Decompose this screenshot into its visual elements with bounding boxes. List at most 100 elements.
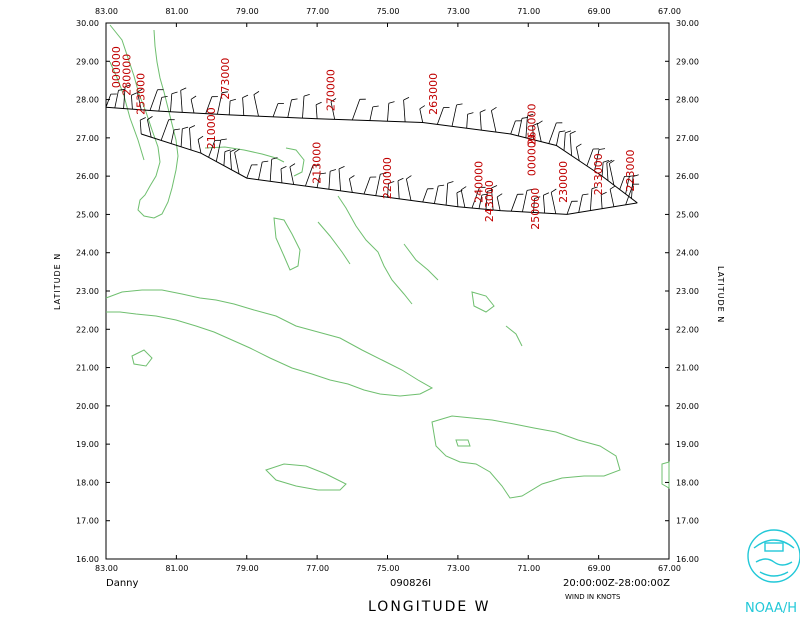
- wind-barb-flag: [388, 181, 395, 184]
- time-label: 273000: [219, 58, 232, 100]
- time-label: 213000: [311, 142, 324, 184]
- wind-barb-staff: [451, 104, 457, 127]
- y-tick-label-left: 29.00: [76, 57, 99, 66]
- wind-barb-staff: [158, 97, 163, 112]
- wind-barb-flag: [467, 112, 474, 115]
- wind-barb-staff: [419, 108, 424, 123]
- x-ticks-bottom: 83.00 81.00 79.00 77.00 75.00 73.00 71.00 69.00…: [95, 555, 681, 573]
- wind-barb-flag: [171, 91, 178, 95]
- x-axis-title: LONGITUDE W: [368, 599, 491, 615]
- wind-barb-staff: [287, 99, 292, 118]
- wind-barb-staff: [510, 194, 518, 212]
- y-tick-label-left: 28.00: [76, 96, 99, 105]
- wind-barb-flag: [189, 125, 196, 129]
- wind-barb-staff: [234, 152, 240, 174]
- wind-barb-staff: [315, 104, 318, 119]
- plot-frame: [105, 22, 670, 560]
- wind-barb-staff: [189, 127, 192, 151]
- wind-barb-flag: [487, 189, 494, 192]
- time-label: 210000: [205, 107, 218, 149]
- wind-barb-staff: [625, 184, 634, 206]
- wind-barb-staff: [208, 140, 216, 158]
- wind-barb-flag: [526, 189, 533, 191]
- y-tick-label-left: 22.00: [76, 325, 99, 334]
- wind-barb-flag: [319, 172, 327, 175]
- x-tick-label-bottom: 77.00: [306, 564, 329, 573]
- wind-barb-flag: [460, 186, 467, 191]
- wind-barb-flag: [330, 98, 337, 103]
- y-tick-label-right: 27.00: [676, 134, 699, 143]
- x-tick-label-top: 71.00: [517, 7, 540, 16]
- wind-barb-staff: [569, 133, 572, 156]
- wind-barb-flag: [221, 91, 228, 94]
- x-tick-label-top: 79.00: [236, 7, 259, 16]
- wind-barb-flag: [242, 94, 249, 98]
- noaa-logo: NOAA/H: [745, 529, 800, 616]
- wind-barb-flag: [161, 96, 168, 98]
- y-ticks-right: 30.00 29.00 28.00 27.00 26.00 25.00 24.00 23.00…: [665, 19, 699, 564]
- wind-barb-staff: [228, 100, 231, 115]
- time-range: 20:00:00Z-28:00:00Z: [563, 578, 670, 589]
- wind-barb-flag: [220, 138, 227, 141]
- wind-barb-staff: [406, 178, 412, 201]
- x-tick-label-bottom: 83.00: [95, 564, 118, 573]
- wind-barb-flag: [532, 122, 539, 127]
- x-tick-label-bottom: 71.00: [517, 564, 540, 573]
- wind-barb-flag: [182, 126, 189, 130]
- wind-barb-flag: [602, 160, 610, 163]
- wind-barb-flag: [565, 130, 572, 134]
- wind-barb-staff: [114, 90, 119, 108]
- wind-barb-staff: [566, 201, 573, 215]
- time-label: 263000: [427, 73, 440, 115]
- wind-barb-staff: [149, 89, 158, 111]
- y-tick-label-right: 19.00: [676, 440, 699, 449]
- y-tick-label-right: 30.00: [676, 19, 699, 28]
- y-tick-label-left: 30.00: [76, 19, 99, 28]
- y-tick-label-left: 18.00: [76, 478, 99, 487]
- wind-barb-layer: [105, 84, 640, 215]
- wind-barb-flag: [601, 191, 607, 196]
- y-tick-label-right: 29.00: [676, 57, 699, 66]
- wind-barb-staff: [543, 195, 546, 214]
- y-tick-label-left: 24.00: [76, 249, 99, 258]
- wind-barb-flag: [406, 175, 412, 180]
- gonave-coast: [455, 439, 471, 447]
- time-label: 240000: [473, 161, 486, 203]
- time-label: 250000: [529, 188, 542, 230]
- y-tick-label-left: 20.00: [76, 402, 99, 411]
- wind-barb-flag: [224, 149, 231, 152]
- y-tick-label-right: 25.00: [676, 210, 699, 219]
- wind-barb-staff: [601, 162, 604, 177]
- isla-juventud-coast: [131, 349, 153, 367]
- wind-barb-flag: [230, 148, 236, 153]
- wind-barb-flag: [315, 101, 322, 106]
- wind-barb-staff: [422, 188, 428, 203]
- wind-barb-staff: [139, 120, 142, 135]
- wind-barb-flag: [632, 174, 639, 177]
- time-label: 000000: [525, 134, 538, 176]
- wind-barb-flag: [534, 196, 541, 199]
- x-tick-label-top: 81.00: [165, 7, 188, 16]
- wind-barb-staff: [522, 190, 528, 212]
- y-tick-label-right: 23.00: [676, 287, 699, 296]
- wind-barb-staff: [147, 119, 152, 138]
- wind-barb-flag: [629, 175, 636, 177]
- wind-barb-staff: [496, 196, 501, 211]
- noaa-logo-text: NOAA/H: [745, 601, 797, 616]
- wind-barb-flag: [479, 109, 486, 113]
- wind-barb-flag: [124, 84, 132, 87]
- x-tick-label-top: 83.00: [95, 7, 118, 16]
- y-tick-label-right: 17.00: [676, 517, 699, 526]
- wind-barb-flag: [491, 185, 498, 189]
- wind-barb-staff: [460, 189, 466, 208]
- wind-barb-staff: [123, 86, 126, 109]
- inagua-coast: [471, 291, 495, 313]
- wind-barb-flag: [291, 98, 298, 101]
- wind-barb-staff: [563, 132, 566, 151]
- y-tick-label-left: 19.00: [76, 440, 99, 449]
- wind-barb-flag: [543, 192, 550, 196]
- wind-barb-staff: [491, 187, 494, 211]
- x-tick-label-top: 69.00: [588, 7, 611, 16]
- wind-barb-staff: [537, 124, 542, 142]
- y-tick-label-left: 27.00: [76, 134, 99, 143]
